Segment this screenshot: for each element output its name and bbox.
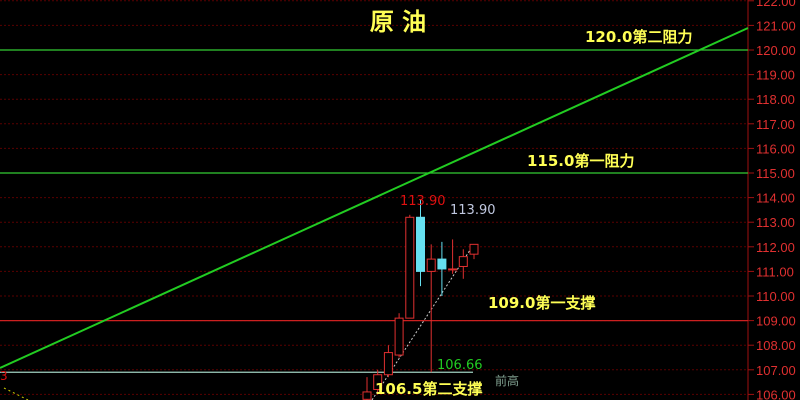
y-tick-label: 111.00: [756, 264, 794, 279]
y-tick-label: 122.00: [756, 0, 796, 9]
prev-high-label: 前高: [495, 373, 519, 388]
y-tick-label: 116.00: [756, 141, 795, 156]
y-tick-label: 107.00: [756, 363, 796, 378]
y-tick-label: 117.00: [756, 117, 795, 132]
level-label-106: 106.5第二支撑: [375, 380, 482, 398]
left-label: 3: [0, 369, 8, 383]
trend-line: [0, 27, 749, 369]
y-tick-label: 108.00: [756, 338, 796, 353]
candle: [373, 369, 383, 395]
candle-body: [373, 374, 383, 390]
high-label-red: 113.90: [400, 194, 446, 209]
candle: [458, 249, 468, 279]
y-tick-label: 114.00: [756, 191, 795, 206]
candle: [383, 345, 393, 378]
candle-body: [362, 391, 372, 400]
y-tick-label: 112.00: [756, 240, 795, 255]
candles: [3, 200, 479, 400]
level-label-120: 120.0第二阻力: [585, 28, 692, 46]
candle-body: [416, 216, 425, 272]
candle: [405, 214, 415, 319]
chart-title: 原 油: [370, 8, 426, 36]
candle: [416, 200, 425, 287]
dotted-trend: [371, 243, 475, 400]
y-tick-label: 110.00: [756, 289, 795, 304]
candle-body: [405, 216, 415, 319]
candle: [469, 243, 479, 260]
price-axis: 106.00 107.00 108.00 109.00 110.00 111.00 112.…: [747, 0, 796, 400]
candle: [394, 313, 404, 358]
y-tick-label: 109.00: [756, 314, 796, 329]
y-tick-label: 113.00: [756, 215, 795, 230]
level-lines: [0, 49, 748, 373]
candle-body: [469, 243, 479, 255]
candle: [362, 377, 372, 400]
high-label-gray: 113.90: [450, 203, 496, 218]
candle: [437, 241, 447, 296]
candle-body: [383, 352, 393, 376]
candle-body: [394, 317, 404, 356]
candle-body: [448, 268, 458, 271]
low-label: 106.66: [437, 358, 483, 373]
y-tick-label: 119.00: [756, 68, 795, 83]
y-tick-label: 121.00: [756, 18, 796, 33]
level-label-115: 115.0第一阻力: [527, 152, 634, 170]
y-tick-label: 106.00: [756, 387, 796, 400]
y-tick-label: 115.00: [756, 166, 795, 181]
candle-body: [437, 258, 447, 270]
level-label-109: 109.0第一支撑: [488, 294, 595, 312]
candle: [448, 239, 458, 274]
y-tick-label: 120.00: [756, 43, 796, 58]
y-tick-label: 118.00: [756, 92, 795, 107]
candle: [426, 244, 436, 373]
candle-body: [426, 258, 436, 272]
candle-body: [458, 256, 468, 267]
